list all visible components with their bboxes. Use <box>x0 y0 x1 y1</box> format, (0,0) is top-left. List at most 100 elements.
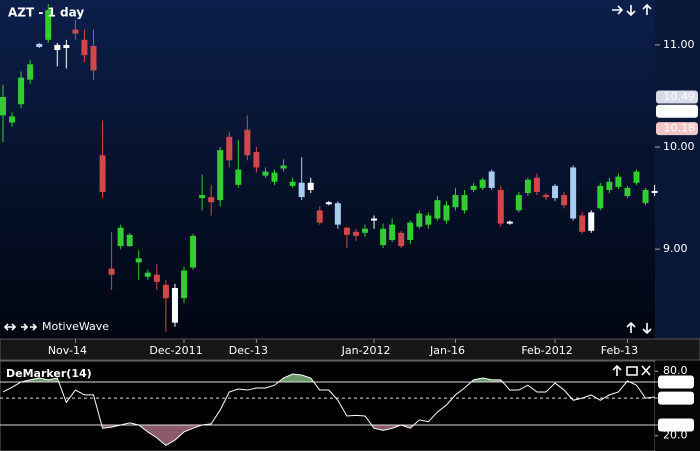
candle-body <box>307 182 314 190</box>
price-marker <box>656 90 698 104</box>
candle-body <box>162 284 169 299</box>
candle-body <box>99 155 106 192</box>
candle-body <box>190 235 197 268</box>
candle-body <box>352 231 359 236</box>
candle-body <box>371 218 378 221</box>
candle-body <box>488 171 495 188</box>
candle-body <box>606 181 613 190</box>
candle-body <box>244 129 251 156</box>
nav-icons[interactable] <box>3 3 652 376</box>
candle-body <box>543 195 549 198</box>
candle-body <box>597 185 604 209</box>
candle-body <box>461 195 468 211</box>
candle-body <box>108 268 115 275</box>
candle-body <box>63 44 70 48</box>
candle-body <box>506 221 513 224</box>
x-tick-label: Jan-2012 <box>341 344 391 357</box>
candle-body <box>570 167 577 219</box>
y-tick-label: 30.0 <box>663 418 688 431</box>
candle-body <box>407 222 414 240</box>
candle-body <box>271 172 278 182</box>
candle-body <box>561 195 568 206</box>
candle-body <box>262 171 269 176</box>
candle-body <box>253 152 260 168</box>
candle-body <box>416 213 423 227</box>
candle-body <box>434 200 441 219</box>
candle-body <box>126 234 133 247</box>
price-marker-label: 10.18 <box>664 122 696 135</box>
candle-body <box>334 203 341 225</box>
candle-body <box>615 176 622 187</box>
y-tick-box <box>658 375 694 389</box>
candle-body <box>54 44 61 51</box>
time-axis <box>0 338 700 361</box>
candle-body <box>9 116 16 123</box>
x-tick-label: Dec-2011 <box>149 344 202 357</box>
price-marker-label: 10.35 <box>664 104 696 117</box>
candle-body <box>135 258 142 263</box>
y-tick-box <box>658 418 694 432</box>
x-tick-label: Dec-13 <box>229 344 268 357</box>
candle-body <box>579 215 586 232</box>
candle-body <box>171 287 178 323</box>
candle-body <box>479 179 486 188</box>
candle-body <box>552 185 559 199</box>
candle-body <box>298 182 305 198</box>
y-tick-box <box>658 391 694 405</box>
candle-body <box>651 190 658 193</box>
candle-body <box>470 185 477 190</box>
oversold-fill <box>3 424 655 446</box>
candle-body <box>642 189 649 204</box>
candle-body <box>90 45 97 71</box>
y-tick-label: 9.00 <box>663 242 688 255</box>
x-tick-label: Feb-13 <box>601 344 638 357</box>
price-panel <box>0 0 655 339</box>
candle-body <box>235 169 242 185</box>
candle-body <box>81 39 88 56</box>
price-marker <box>656 104 698 118</box>
candle-body <box>343 227 350 235</box>
watermark: MotiveWave <box>42 320 109 333</box>
candle-body <box>280 165 287 169</box>
x-tick-label: Nov-14 <box>48 344 87 357</box>
indicator-line <box>2 373 655 447</box>
candle-body <box>27 64 34 80</box>
candle-body <box>443 205 450 221</box>
candle-body <box>633 171 640 183</box>
price-axis <box>655 0 700 339</box>
candle-body <box>380 228 387 246</box>
candle-body <box>208 197 215 203</box>
candle-body <box>217 150 224 201</box>
candle-body <box>72 29 79 34</box>
price-marker-label: 10.49 <box>664 90 696 103</box>
candle-body <box>398 232 405 247</box>
candle-body <box>144 272 151 277</box>
candle-body <box>0 97 6 116</box>
y-tick-label: 11.00 <box>663 38 695 51</box>
indicator-title: DeMarker(14) <box>6 367 92 380</box>
candle-body <box>524 179 531 193</box>
x-tick-label: Feb-2012 <box>521 344 572 357</box>
candle-body <box>18 77 25 105</box>
x-tick-label: Jan-16 <box>429 344 465 357</box>
y-tick-label: 20.0 <box>663 429 688 442</box>
candle-body <box>181 270 187 299</box>
candle-body <box>497 189 504 224</box>
candle-body <box>362 228 368 233</box>
candle-body <box>452 195 459 208</box>
y-tick-label: 10.00 <box>663 140 695 153</box>
price-marker <box>656 122 698 136</box>
indicator-panel <box>0 360 656 451</box>
candle-body <box>117 227 124 247</box>
y-tick-label: 55.0 <box>663 391 688 404</box>
candle-body <box>45 10 52 40</box>
candle-body <box>153 274 160 282</box>
chart-title: AZT - 1 day <box>8 6 84 20</box>
candle-body <box>199 195 206 199</box>
y-tick-label: 70.0 <box>663 375 688 388</box>
candle-body <box>533 177 540 192</box>
candle-body <box>325 202 332 205</box>
candle-body <box>316 210 323 223</box>
candle-body <box>515 195 522 211</box>
